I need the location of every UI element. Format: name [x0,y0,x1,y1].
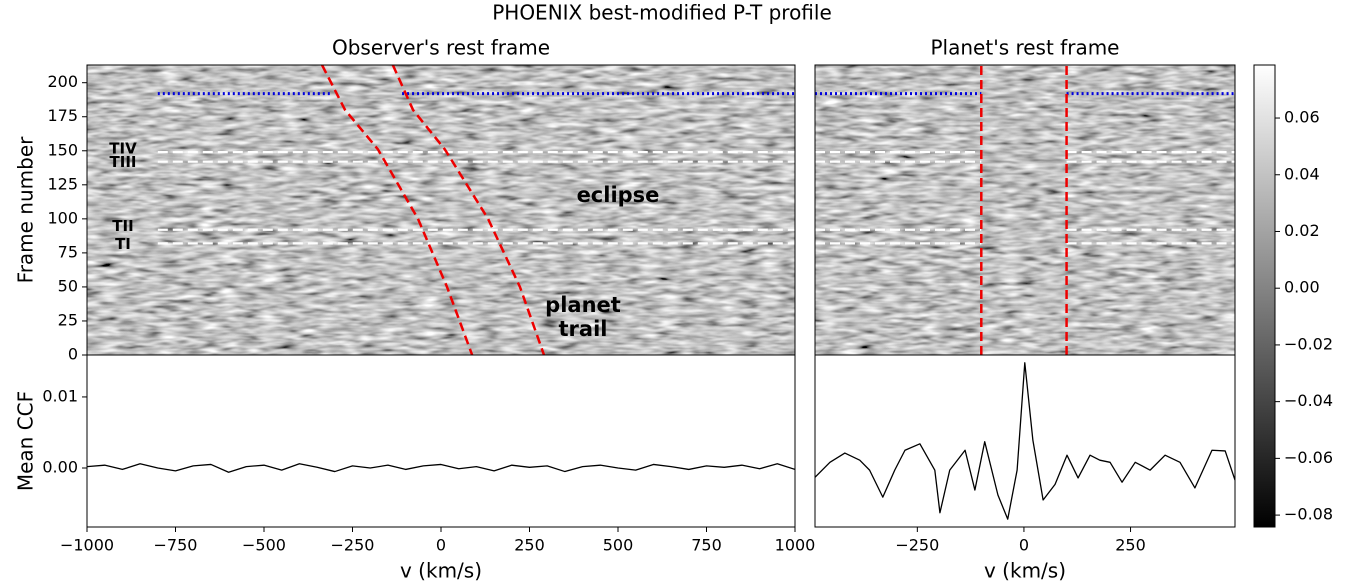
heatmap-image [815,65,1235,355]
y-tick-label: 0.00 [42,458,78,477]
ccf-line [87,463,795,473]
y-tick-label: 125 [47,174,78,193]
x-tick-label: 1000 [775,536,816,555]
y-tick-label: −0.06 [1284,448,1333,467]
plot-area [87,65,795,355]
axes-frame [814,354,1236,528]
x-tick-label: 0 [1019,536,1029,555]
x-axis-label: v (km/s) [400,559,482,583]
y-tick-label: −0.04 [1284,391,1333,410]
y-tick-label: 0.01 [42,386,78,405]
y-tick-label: 100 [47,208,78,227]
planet-trail [320,65,474,355]
y-axis-label: Frame number [14,136,38,284]
panel-title: Observer's rest frame [332,36,550,60]
transit-label: TII [112,217,133,235]
x-tick-label: 500 [603,536,634,555]
annotation: eclipse [577,183,660,207]
y-axis-label: Mean CCF [14,391,38,491]
axes-frame [1253,64,1276,528]
x-tick-label: −750 [154,536,198,555]
transit-label: TIV [109,140,137,158]
x-tick-label: −250 [331,536,375,555]
colorbar-fill [1254,65,1275,527]
y-tick-label: 0.06 [1284,108,1320,127]
plot-area [815,65,1235,355]
y-tick-label: 175 [47,106,78,125]
x-tick-label: 250 [514,536,545,555]
annotation: trail [559,317,608,341]
transit-label: TIII [110,153,137,171]
ccf-line [815,362,1235,520]
plot-area [1254,65,1275,527]
y-tick-label: 0 [68,345,78,364]
transit-label: TI [115,235,131,253]
x-tick-label: −1000 [60,536,114,555]
x-tick-label: 0 [436,536,446,555]
panel-title: Planet's rest frame [931,36,1120,60]
x-tick-label: −250 [895,536,939,555]
plot-area [815,362,1235,520]
plot-area [87,463,795,473]
annotation: planet [545,293,621,317]
figure-title: PHOENIX best-modified P-T profile [492,1,832,25]
y-tick-label: 0.00 [1284,278,1320,297]
x-tick-label: 250 [1115,536,1146,555]
axes-frame [86,354,796,528]
y-tick-label: −0.08 [1284,505,1333,524]
y-tick-label: −0.02 [1284,334,1333,353]
heatmap-image [87,65,795,355]
planet-trail [391,65,546,355]
y-tick-label: 50 [58,276,78,295]
y-tick-label: 0.02 [1284,221,1320,240]
y-tick-label: 75 [58,242,78,261]
y-tick-label: 0.04 [1284,164,1320,183]
x-axis-label: v (km/s) [984,559,1066,583]
y-tick-label: 25 [58,310,78,329]
y-tick-label: 150 [47,140,78,159]
x-tick-label: −500 [242,536,286,555]
x-tick-label: 750 [691,536,722,555]
y-tick-label: 200 [47,72,78,91]
